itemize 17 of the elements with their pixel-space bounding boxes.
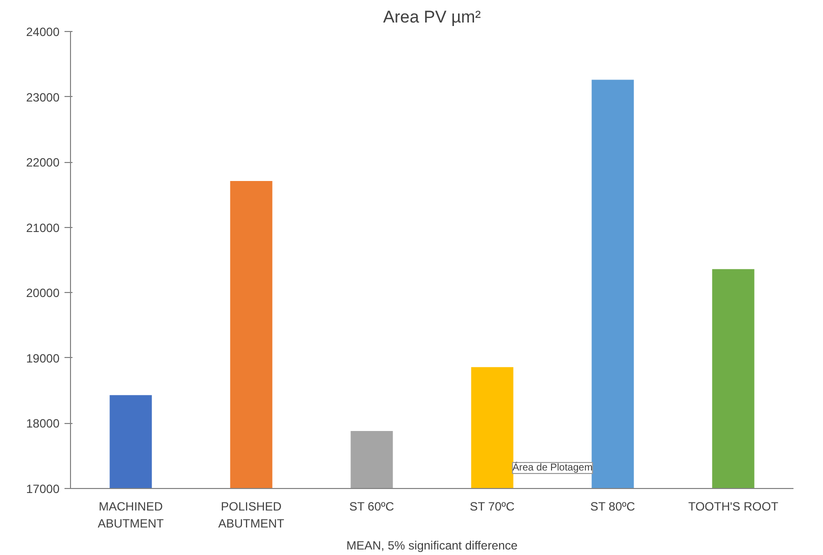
x-tick-label: ST 60ºC <box>349 500 394 514</box>
x-tick-label: TOOTH'S ROOT <box>688 500 779 514</box>
x-tick-label: POLISHED ABUTMENT <box>218 500 285 530</box>
chart-title: Area PV µm² <box>383 8 482 26</box>
y-tick-label: 19000 <box>26 351 60 366</box>
annotation: Área de Plotagem <box>512 462 593 474</box>
y-tick-label: 21000 <box>26 220 60 235</box>
x-tick-label: ST 80ºC <box>590 500 636 514</box>
x-axis-title: MEAN, 5% significant difference <box>346 538 518 552</box>
y-tick-label: 24000 <box>26 25 60 39</box>
y-tick-label: 18000 <box>26 416 60 431</box>
y-tick-label: 23000 <box>26 90 60 104</box>
y-tick-label: 17000 <box>26 482 60 496</box>
y-tick-label: 22000 <box>26 156 60 170</box>
y-tick-label: 20000 <box>26 286 60 300</box>
x-tick-label: MACHINED ABUTMENT <box>98 500 164 530</box>
x-tick-label: ST 70ºC <box>470 500 515 514</box>
